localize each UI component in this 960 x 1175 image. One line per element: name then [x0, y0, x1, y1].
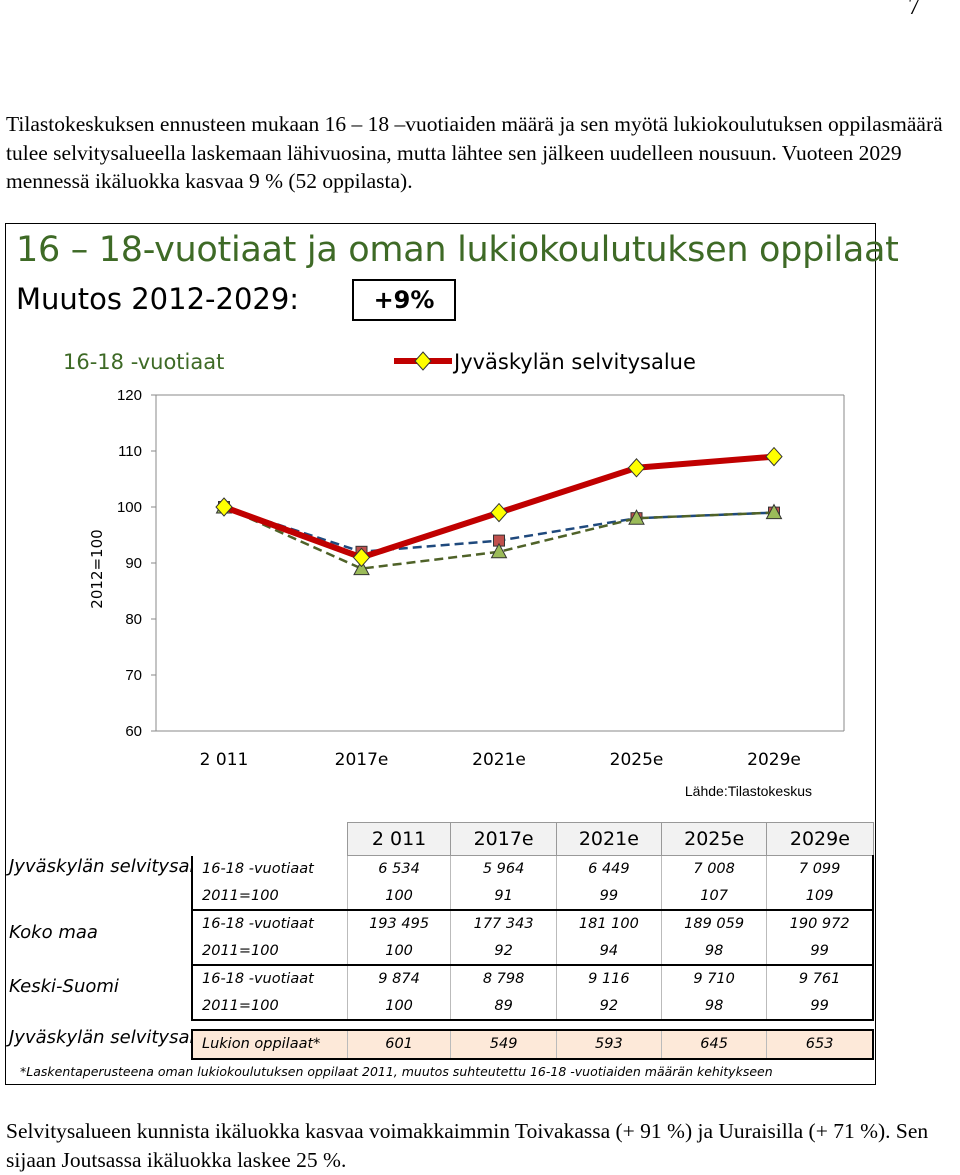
row-value: 177 343 — [450, 910, 557, 938]
row-metric: 2011=100 — [190, 937, 348, 966]
figure-subtitle: Muutos 2012-2029: — [16, 282, 300, 316]
row-value: 99 — [555, 882, 662, 911]
data-point-diamond — [215, 497, 233, 517]
group-label-keski-suomi: Keski-Suomi — [9, 976, 119, 997]
header-blank — [192, 823, 347, 856]
row-value: 91 — [450, 882, 557, 911]
legend-marker — [414, 351, 432, 371]
intro-paragraph: Tilastokeskuksen ennusteen mukaan 16 – 1… — [6, 112, 943, 193]
y-tick-label: 120 — [117, 387, 142, 404]
data-point-diamond — [765, 446, 783, 467]
row-metric: 2011=100 — [190, 992, 348, 1021]
row-value: 181 100 — [555, 910, 662, 938]
row-value: 94 — [555, 937, 662, 966]
row-value: 100 — [346, 937, 451, 966]
row-value: 100 — [346, 992, 451, 1021]
data-point-diamond — [490, 502, 508, 523]
y-axis-label: 2012=100 — [88, 529, 106, 608]
table-row: 2011=100 100 89 92 98 99 — [190, 992, 875, 1021]
data-table: 2 011 2017e 2021e 2025e 2029e 16-18 -vuotiaat… — [190, 822, 875, 1060]
table-row: 2011=100 100 92 94 98 99 — [190, 937, 875, 966]
row-value: 98 — [660, 992, 767, 1021]
row-value: 9 761 — [766, 965, 875, 993]
row-value: 98 — [660, 937, 767, 966]
table-header-cell: 2021e — [555, 822, 663, 856]
group-label-koko-maa: Koko maa — [9, 922, 98, 943]
row-value: 92 — [555, 992, 662, 1021]
row-value: 601 — [346, 1029, 451, 1060]
x-tick-label: 2029e — [747, 750, 801, 770]
row-value: 6 534 — [346, 855, 451, 883]
x-tick-label: 2021e — [472, 750, 526, 770]
row-value: 9 116 — [555, 965, 662, 993]
row-value: 549 — [450, 1029, 557, 1060]
table-header-cell: 2029e — [766, 822, 874, 856]
x-tick-label: 2017e — [335, 750, 389, 770]
y-tick-label: 80 — [125, 611, 142, 628]
x-tick-label: 2 011 — [200, 750, 249, 770]
row-metric: Lukion oppilaat* — [190, 1029, 348, 1060]
y-tick-label: 70 — [125, 667, 142, 684]
table-row: 16-18 -vuotiaat 9 874 8 798 9 116 9 710 9 761 — [190, 965, 875, 993]
page-number: 7 — [908, 0, 920, 20]
y-tick-label: 110 — [118, 443, 142, 460]
table-header-row: 2 011 2017e 2021e 2025e 2029e — [192, 822, 874, 856]
row-metric: 2011=100 — [190, 882, 348, 911]
row-value: 8 798 — [450, 965, 557, 993]
x-tick-label: 2025e — [610, 750, 664, 770]
row-value: 189 059 — [660, 910, 767, 938]
row-value: 109 — [766, 882, 875, 911]
table-header-cell: 2017e — [450, 822, 557, 856]
y-tick-label: 90 — [125, 555, 142, 572]
legend-label: Jyväskylän selvitysalue — [452, 350, 696, 374]
figure-panel: 16 – 18-vuotiaat ja oman lukiokoulutukse… — [5, 223, 899, 1085]
data-point-diamond — [352, 547, 371, 568]
series-line-2 — [223, 505, 775, 570]
spacer-row — [192, 1020, 873, 1030]
outro-paragraph: Selvitysalueen kunnista ikäluokka kasvaa… — [6, 1119, 929, 1172]
group-label-lukio: Jyväskylän selvitysalue — [9, 1027, 217, 1048]
spacer-cell — [192, 1020, 873, 1030]
row-value: 7 008 — [660, 855, 767, 883]
row-value: 107 — [660, 882, 767, 911]
table-header-cell: 2025e — [660, 822, 768, 856]
data-point-triangle — [353, 559, 370, 576]
chart-title: 16-18 -vuotiaat — [63, 350, 224, 374]
table-header-cell: 2 011 — [346, 822, 452, 856]
group-label-jyvaskyla: Jyväskylän selvitysalue — [9, 856, 217, 877]
row-value: 9 874 — [346, 965, 451, 993]
row-metric: 16-18 -vuotiaat — [190, 855, 348, 883]
row-value: 6 449 — [555, 855, 662, 883]
row-value: 190 972 — [766, 910, 875, 938]
row-value: 100 — [346, 882, 451, 911]
table-footnote: *Laskentaperusteena oman lukiokoulutukse… — [20, 1064, 773, 1079]
data-point-triangle — [765, 503, 783, 520]
row-value: 593 — [555, 1029, 662, 1060]
line-chart: 60 70 80 90 100 110 120 2 011 2017e 2021e 2025e 202… — [63, 350, 845, 799]
row-value: 7 099 — [766, 855, 875, 883]
row-value: 9 710 — [660, 965, 767, 993]
change-badge: +9% — [352, 279, 456, 321]
table-row: 16-18 -vuotiaat 193 495 177 343 181 100 189 … — [190, 910, 875, 938]
source-label: Lähde:Tilastokeskus — [685, 783, 812, 799]
figure-title: 16 – 18-vuotiaat ja oman lukiokoulutukse… — [16, 230, 899, 270]
row-value: 193 495 — [346, 910, 451, 938]
table-row: Lukion oppilaat* 601 549 593 645 653 — [190, 1029, 875, 1060]
y-tick-label: 60 — [125, 723, 142, 740]
row-value: 99 — [766, 992, 875, 1021]
row-value: 92 — [450, 937, 557, 966]
y-tick-label: 100 — [117, 499, 142, 516]
row-metric: 16-18 -vuotiaat — [190, 965, 348, 993]
row-value: 99 — [766, 937, 875, 966]
row-metric: 16-18 -vuotiaat — [190, 910, 348, 938]
table-row: 2011=100 100 91 99 107 109 — [190, 882, 875, 911]
table-row: 16-18 -vuotiaat 6 534 5 964 6 449 7 008 7 099 — [190, 855, 875, 883]
row-value: 653 — [766, 1029, 875, 1060]
row-value: 645 — [660, 1029, 767, 1060]
data-point-triangle — [628, 509, 645, 525]
data-point-diamond — [627, 458, 646, 478]
row-value: 89 — [450, 992, 557, 1021]
row-value: 5 964 — [450, 855, 557, 883]
data-point-triangle — [490, 542, 508, 559]
